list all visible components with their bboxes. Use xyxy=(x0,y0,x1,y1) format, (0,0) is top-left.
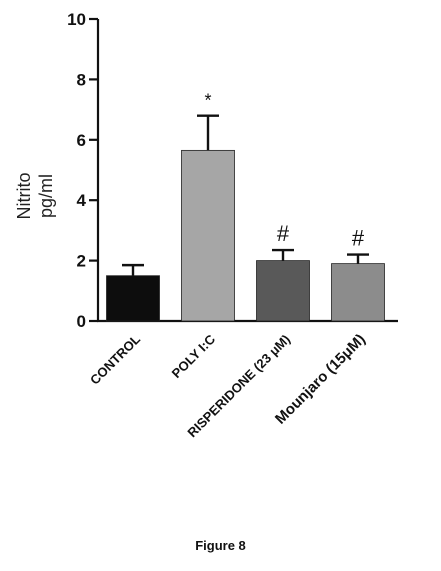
chart-panel: 0 2 4 6 8 10 Nitrito pg/ml * # # CONTROL POLY I:C R… xyxy=(14,10,398,441)
bar xyxy=(331,263,385,322)
y-tick-label: 2 xyxy=(77,252,86,271)
significance-marker: * xyxy=(204,91,211,111)
x-tick-label: POLY I:C xyxy=(169,331,219,381)
y-tick-label: 8 xyxy=(77,70,86,89)
x-tick-label: CONTROL xyxy=(87,331,143,387)
bar xyxy=(106,275,160,322)
bar xyxy=(256,260,310,322)
significance-marker: # xyxy=(277,221,290,246)
y-tick-label: 0 xyxy=(77,312,86,331)
y-tick-label: 10 xyxy=(67,10,86,29)
y-tick-label: 4 xyxy=(77,191,87,210)
figure-caption: Figure 8 xyxy=(195,538,246,553)
y-axis-label-line1: Nitrito xyxy=(14,172,34,219)
y-tick-label: 6 xyxy=(77,131,86,150)
significance-marker: # xyxy=(352,226,365,251)
bar xyxy=(181,149,235,322)
y-axis-label-line2: pg/ml xyxy=(36,174,56,218)
